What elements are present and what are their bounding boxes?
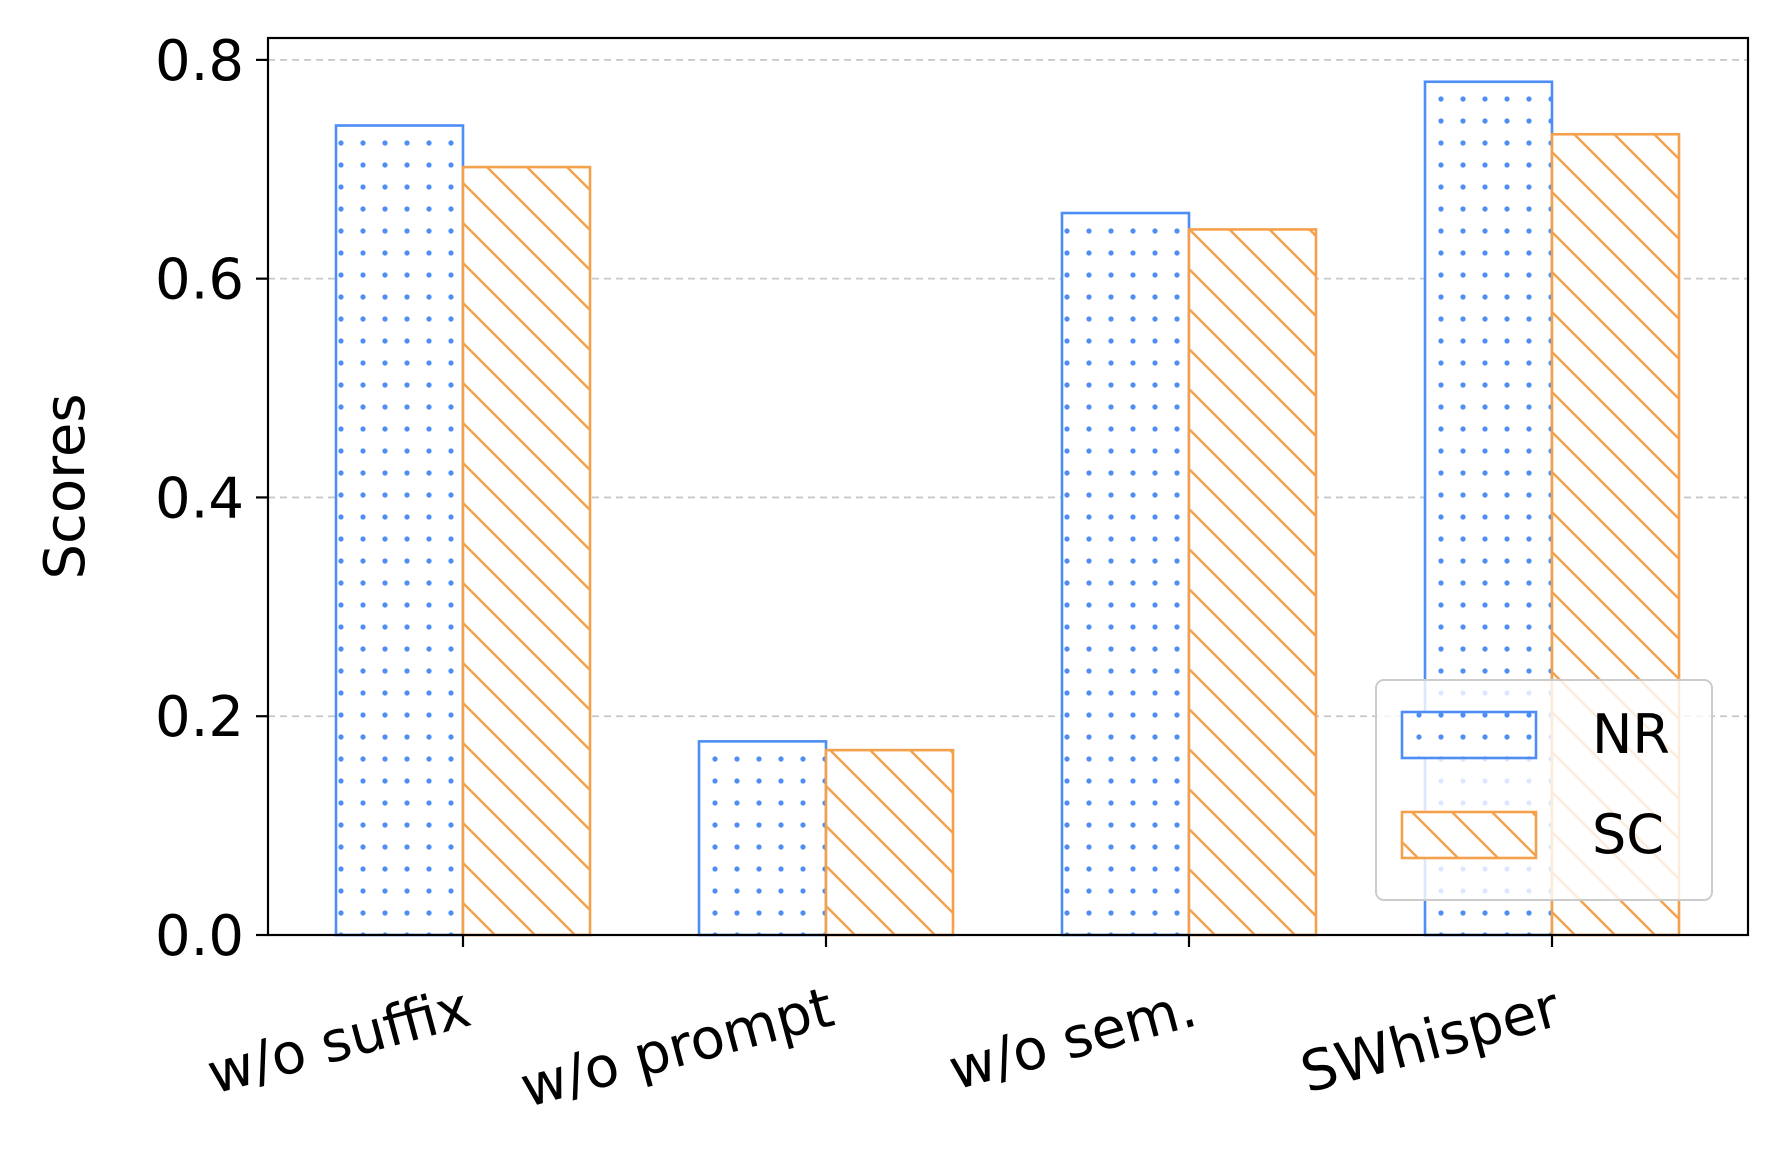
x-tick-label: w/o suffix	[201, 975, 477, 1107]
legend-label-nr: NR	[1592, 703, 1670, 766]
y-tick-label: 0.2	[155, 685, 244, 750]
legend-swatch-nr	[1400, 710, 1538, 760]
x-tick-label: w/o prompt	[514, 975, 840, 1121]
bar-nr-1	[697, 740, 828, 937]
bar-sc-1	[824, 748, 955, 937]
y-tick-label: 0.0	[155, 904, 244, 969]
plot-frame	[266, 36, 1750, 937]
bar-nr-2	[1060, 211, 1191, 937]
y-tick-label: 0.4	[155, 466, 244, 531]
legend-label-sc: SC	[1592, 803, 1664, 866]
x-tick-label: SWhisper	[1294, 975, 1567, 1106]
x-tick-label: w/o sem.	[942, 975, 1203, 1103]
y-axis-ticks: 0.0 0.2 0.4 0.6 0.8	[155, 29, 268, 969]
y-tick-label: 0.8	[155, 29, 244, 94]
bar-sc-0	[461, 165, 592, 937]
y-tick-label: 0.6	[155, 248, 244, 313]
x-axis-ticks: w/o suffix w/o prompt w/o sem. SWhisper	[201, 935, 1567, 1121]
bar-sc-2	[1187, 228, 1318, 937]
legend: NR SC	[1375, 679, 1713, 901]
bar-nr-0	[334, 124, 465, 937]
legend-swatch-sc	[1400, 810, 1538, 860]
y-axis-title: Scores	[33, 393, 98, 579]
